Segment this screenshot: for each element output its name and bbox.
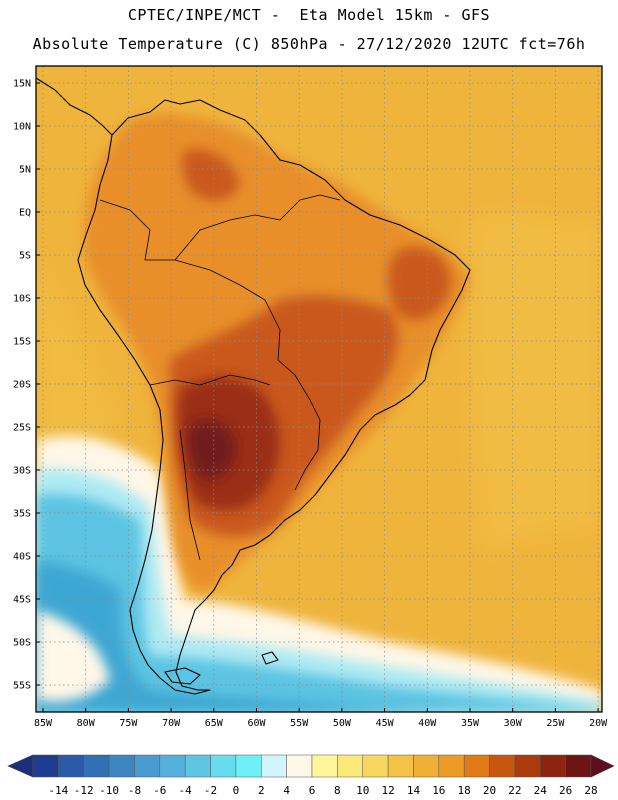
colorbar-swatch — [159, 754, 186, 778]
temperature-field — [36, 66, 602, 712]
border-brazil — [174, 194, 341, 491]
lon-label: 85W — [34, 718, 53, 729]
colorbar-low-arrow — [7, 754, 34, 778]
lon-label: 45W — [376, 718, 395, 729]
colorbar-swatch — [514, 754, 541, 778]
map-frame — [35, 65, 603, 713]
lat-label: 25S — [13, 423, 31, 434]
colorbar-label: -2 — [204, 784, 217, 797]
lon-label: 75W — [119, 718, 138, 729]
lon-label: 30W — [504, 718, 523, 729]
lat-label: 45S — [13, 595, 31, 606]
colorbar-swatch — [134, 754, 161, 778]
colorbar-label: -6 — [153, 784, 166, 797]
atlantic-lighter-band — [470, 212, 602, 561]
colorbar-label: 16 — [432, 784, 445, 797]
colorbar-label: -8 — [128, 784, 141, 797]
tierra-del-fuego — [164, 667, 201, 685]
colorbar-label: 28 — [584, 784, 597, 797]
land-core-max — [188, 420, 236, 480]
lon-label: 60W — [247, 718, 266, 729]
cold-light-patch-sw — [36, 610, 110, 702]
lon-label: 65W — [205, 718, 224, 729]
lat-label: 10N — [13, 122, 31, 133]
lat-label: 10S — [13, 294, 31, 305]
colorbar-swatch — [235, 754, 262, 778]
colorbar-label: 26 — [559, 784, 572, 797]
colorbar-label: 24 — [534, 784, 548, 797]
colorbar-label: 22 — [508, 784, 521, 797]
colorbar-label: 20 — [483, 784, 496, 797]
lat-label: 15N — [13, 79, 31, 90]
colorbar-swatch — [32, 754, 59, 778]
colorbar-label: 12 — [381, 784, 394, 797]
lon-label: 40W — [418, 718, 437, 729]
colorbar-swatch — [83, 754, 110, 778]
south-america-outline — [77, 99, 471, 695]
colorbar-swatch — [286, 754, 313, 778]
colorbar-swatch — [463, 754, 490, 778]
cold-band-cyan — [36, 469, 602, 712]
colorbar-label: 4 — [283, 784, 290, 797]
colorbar-label: 0 — [233, 784, 240, 797]
colorbar-swatch — [438, 754, 465, 778]
land-hot-venezuela — [182, 149, 240, 201]
colorbar-label: 18 — [458, 784, 471, 797]
colorbar-swatch — [210, 754, 237, 778]
lat-label: 50S — [13, 638, 31, 649]
colorbar-label: 6 — [309, 784, 316, 797]
coastline — [35, 77, 471, 695]
lon-label: 25W — [546, 718, 565, 729]
latitude-labels: 15N 10N 5N EQ 5S 10S 15S 20S 25S 30S 35S 40S 45S 50S 5… — [13, 79, 40, 692]
colorbar-swatch — [489, 754, 516, 778]
lat-label: 55S — [13, 681, 31, 692]
pacific-lighter-band — [36, 260, 120, 470]
colorbar-label: 10 — [356, 784, 369, 797]
colorbar-swatch — [565, 754, 592, 778]
colorbar-label: 8 — [334, 784, 341, 797]
colorbar-swatch — [413, 754, 440, 778]
colorbar-swatch — [362, 754, 389, 778]
colorbar-label: -12 — [74, 784, 94, 797]
colorbar-swatch — [311, 754, 338, 778]
cold-band-blue — [36, 494, 602, 712]
lat-label: 15S — [13, 337, 31, 348]
colorbar: -14 -12 -10 -8 -6 -4 -2 0 2 4 6 8 10 12 14 16 18 20 22 24 26… — [7, 754, 615, 797]
lon-label: 80W — [77, 718, 96, 729]
land-hot-northeast — [388, 247, 451, 321]
colorbar-label: -10 — [99, 784, 119, 797]
border-andes — [99, 199, 271, 561]
lat-label: 5N — [19, 165, 31, 176]
longitude-labels: 85W 80W 75W 70W 65W 60W 55W 50W 45W 40W 35W 30W 25W 2… — [34, 708, 608, 729]
colorbar-label: 2 — [258, 784, 265, 797]
colorbar-swatch — [184, 754, 211, 778]
colorbar-swatch — [540, 754, 566, 778]
colorbar-swatch — [58, 754, 84, 778]
lat-label: 20S — [13, 380, 31, 391]
colorbar-swatch — [387, 754, 414, 778]
colorbar-high-arrow — [590, 754, 615, 778]
central-america — [35, 77, 113, 136]
lat-label: 30S — [13, 466, 31, 477]
lat-label: 40S — [13, 552, 31, 563]
title-line-2: Absolute Temperature (C) 850hPa - 27/12/… — [32, 35, 586, 53]
title-line-1: CPTEC/INPE/MCT - Eta Model 15km - GFS — [127, 6, 491, 24]
lon-label: 55W — [290, 718, 309, 729]
colorbar-swatch — [337, 754, 363, 778]
lon-label: 35W — [461, 718, 480, 729]
lon-label: 50W — [333, 718, 352, 729]
colorbar-label: -4 — [179, 784, 193, 797]
lon-label: 20W — [589, 718, 608, 729]
lon-label: 70W — [162, 718, 181, 729]
lat-label: EQ — [19, 208, 31, 219]
colorbar-swatch — [108, 754, 135, 778]
falklands — [261, 651, 279, 665]
lat-label: 5S — [19, 251, 31, 262]
colorbar-label: -14 — [48, 784, 68, 797]
colorbar-label: 14 — [407, 784, 421, 797]
colorbar-swatch — [261, 754, 287, 778]
lat-label: 35S — [13, 509, 31, 520]
